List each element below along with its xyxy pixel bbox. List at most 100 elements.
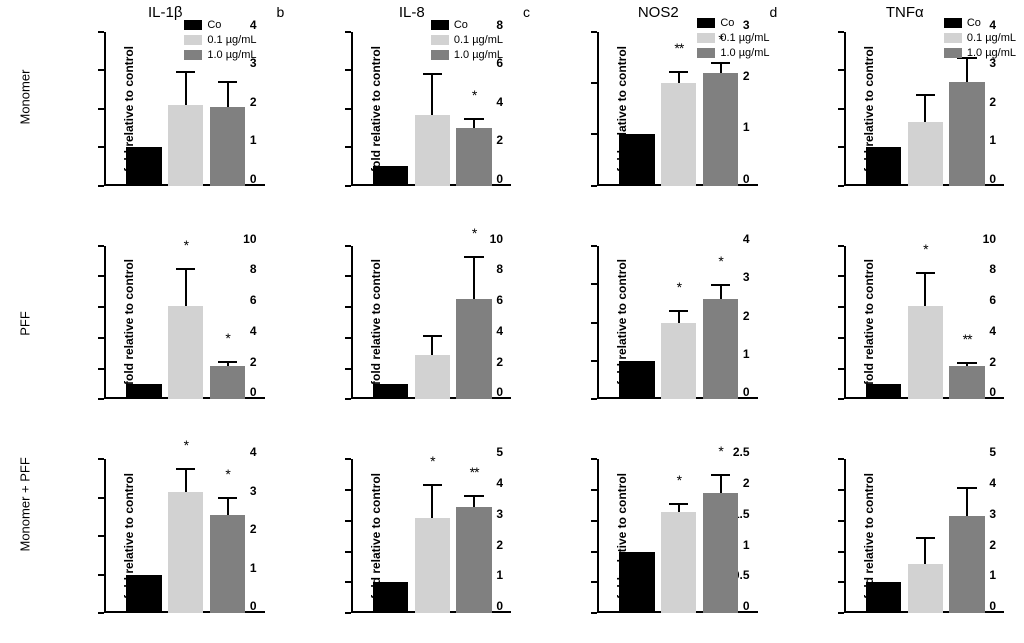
error-whisker	[185, 469, 187, 492]
legend-swatch	[184, 20, 202, 30]
bar	[619, 552, 654, 613]
error-cap	[176, 468, 195, 470]
bar	[168, 492, 203, 613]
panel-r0-c1: IL-8bfold relative to control02468*Co0.1…	[303, 14, 522, 206]
error-whisker	[678, 72, 680, 83]
panel-r1-c0: fold relative to control0246810**	[56, 228, 275, 420]
bars: *	[351, 246, 512, 400]
bar	[415, 115, 450, 186]
error-cap	[464, 495, 483, 497]
bar	[456, 128, 491, 186]
legend-label: 1.0 µg/mL	[207, 48, 256, 62]
panel-r0-c2: NOS2cfold relative to control0123***Co0.…	[549, 14, 768, 206]
error-whisker	[678, 504, 680, 511]
bar	[661, 83, 696, 185]
significance-star: *	[677, 279, 681, 295]
y-tick-label: 5	[989, 445, 996, 459]
bar	[949, 366, 984, 399]
row-label: Monomer + PFF	[18, 522, 33, 552]
bar	[661, 512, 696, 613]
error-whisker	[678, 311, 680, 323]
legend-swatch	[697, 48, 715, 58]
bar	[908, 306, 943, 400]
legend-swatch	[697, 18, 715, 28]
significance-star: *	[225, 330, 229, 346]
legend-item: 1.0 µg/mL	[944, 46, 1016, 60]
error-cap	[423, 335, 442, 337]
error-cap	[218, 497, 237, 499]
significance-star: *	[718, 253, 722, 269]
error-whisker	[185, 72, 187, 105]
y-tick-label: 10	[983, 232, 996, 246]
bar	[908, 122, 943, 185]
bars: ***	[844, 246, 1005, 400]
bars: **	[104, 459, 265, 613]
panel-r2-c0: fold relative to control01234**	[56, 441, 275, 633]
legend-swatch	[431, 35, 449, 45]
error-cap	[423, 484, 442, 486]
significance-star: **	[470, 464, 479, 480]
bar	[210, 366, 245, 400]
significance-star: **	[963, 331, 972, 347]
error-whisker	[966, 488, 968, 516]
legend-label: 1.0 µg/mL	[720, 46, 769, 60]
error-whisker	[473, 496, 475, 507]
error-cap	[957, 487, 976, 489]
error-cap	[464, 256, 483, 258]
legend-swatch	[697, 33, 715, 43]
legend-label: 1.0 µg/mL	[454, 48, 503, 62]
legend-item: 0.1 µg/mL	[184, 33, 256, 47]
legend-item: 0.1 µg/mL	[697, 31, 769, 45]
legend-item: Co	[697, 16, 769, 30]
y-tick-label: 4	[250, 445, 257, 459]
error-cap	[218, 81, 237, 83]
plot-area: fold relative to control0246810***	[844, 246, 1005, 400]
significance-star: *	[677, 472, 681, 488]
legend: Co0.1 µg/mL1.0 µg/mL	[431, 18, 503, 63]
bar	[703, 299, 738, 399]
legend-swatch	[944, 48, 962, 58]
legend-item: Co	[944, 16, 1016, 30]
error-whisker	[720, 63, 722, 73]
error-whisker	[227, 82, 229, 107]
panel-r0-c0: IL-1βfold relative to control01234Co0.1 …	[56, 14, 275, 206]
bar	[210, 107, 245, 186]
error-cap	[176, 268, 195, 270]
y-tick-label: 5	[496, 445, 503, 459]
y-tick-label: 10	[243, 232, 256, 246]
error-whisker	[720, 475, 722, 493]
plot-area: fold relative to control01234**	[597, 246, 758, 400]
error-whisker	[924, 273, 926, 306]
significance-star: **	[674, 40, 683, 56]
legend-swatch	[184, 35, 202, 45]
legend-swatch	[944, 18, 962, 28]
plot-area: fold relative to control012345	[844, 459, 1005, 613]
bars: ***	[351, 459, 512, 613]
bar	[619, 361, 654, 399]
significance-star: *	[472, 225, 476, 241]
significance-star: *	[430, 453, 434, 469]
bar	[373, 582, 408, 613]
bar	[703, 73, 738, 186]
plot-area: fold relative to control01234**	[104, 459, 265, 613]
bar	[619, 134, 654, 185]
bar	[949, 516, 984, 613]
row-label: Monomer	[18, 94, 33, 124]
bar	[949, 82, 984, 186]
error-cap	[916, 537, 935, 539]
bar	[703, 493, 738, 613]
panel-r1-c1: fold relative to control0246810*	[303, 228, 522, 420]
significance-star: *	[184, 237, 188, 253]
y-tick-label: 10	[490, 232, 503, 246]
error-cap	[916, 94, 935, 96]
bar	[661, 323, 696, 400]
error-whisker	[185, 269, 187, 305]
panel-r2-c1: fold relative to control012345***	[303, 441, 522, 633]
error-whisker	[924, 95, 926, 123]
bar	[126, 147, 161, 185]
legend-label: 1.0 µg/mL	[967, 46, 1016, 60]
significance-star: *	[184, 437, 188, 453]
row-label: PFF	[18, 308, 33, 338]
legend-item: Co	[184, 18, 256, 32]
legend-item: 1.0 µg/mL	[184, 48, 256, 62]
